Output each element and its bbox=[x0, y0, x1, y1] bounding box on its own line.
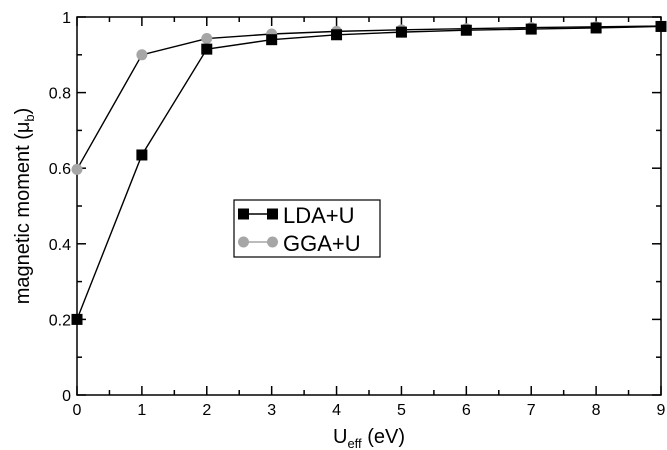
x-tick-label: 0 bbox=[73, 402, 82, 419]
data-point-square bbox=[331, 29, 343, 41]
data-point-square bbox=[136, 149, 148, 161]
x-axis-label: Ueff (eV) bbox=[333, 426, 405, 450]
y-tick-label: 0.6 bbox=[49, 161, 71, 178]
x-tick-label: 7 bbox=[527, 402, 536, 419]
legend-label-lda: LDA+U bbox=[283, 203, 355, 228]
y-tick-label: 0 bbox=[62, 388, 71, 405]
legend-marker-gga-left bbox=[238, 236, 249, 248]
data-point-square bbox=[460, 24, 472, 36]
y-tick-label: 0.2 bbox=[49, 312, 71, 329]
legend-label-gga: GGA+U bbox=[283, 231, 361, 256]
y-tick-label: 0.8 bbox=[49, 86, 71, 103]
x-tick-label: 4 bbox=[332, 402, 341, 419]
y-axis-label-suffix: ) bbox=[12, 108, 34, 115]
x-tick-label: 5 bbox=[397, 402, 406, 419]
x-tick-label: 6 bbox=[462, 402, 471, 419]
legend-marker-lda-left bbox=[238, 208, 249, 220]
data-point-circle bbox=[71, 163, 83, 175]
data-point-circle bbox=[136, 49, 148, 61]
legend-marker-gga-right bbox=[267, 236, 278, 248]
x-axis-label-suffix: (eV) bbox=[362, 426, 405, 448]
y-tick-label: 0.4 bbox=[49, 237, 71, 254]
legend-box bbox=[233, 199, 381, 258]
data-point-square bbox=[201, 43, 213, 55]
data-point-square bbox=[590, 22, 602, 34]
y-axis-label-main: magnetic moment (μ bbox=[12, 122, 34, 305]
data-point-square bbox=[71, 313, 83, 325]
data-point-square bbox=[395, 26, 407, 38]
data-point-circle bbox=[201, 33, 213, 45]
x-tick-label: 9 bbox=[657, 402, 666, 419]
y-tick-label: 1 bbox=[62, 10, 71, 27]
x-tick-label: 2 bbox=[202, 402, 211, 419]
x-tick-label: 1 bbox=[137, 402, 146, 419]
data-point-square bbox=[266, 34, 278, 46]
series-line-GGA+U bbox=[76, 25, 662, 170]
series-line-LDA+U bbox=[76, 25, 662, 320]
y-axis-label: magnetic moment (μb) bbox=[12, 108, 37, 305]
data-point-square bbox=[655, 20, 667, 32]
y-axis-label-sub: b bbox=[22, 114, 37, 121]
legend-marker-lda-right bbox=[267, 208, 278, 220]
legend: LDA+U GGA+U bbox=[233, 199, 381, 258]
x-tick-label: 3 bbox=[267, 402, 276, 419]
data-point-square bbox=[525, 23, 537, 35]
x-tick-label: 8 bbox=[592, 402, 601, 419]
data-series bbox=[71, 20, 667, 325]
x-axis-label-sub: eff bbox=[347, 436, 362, 450]
x-axis-label-main: U bbox=[333, 426, 347, 448]
